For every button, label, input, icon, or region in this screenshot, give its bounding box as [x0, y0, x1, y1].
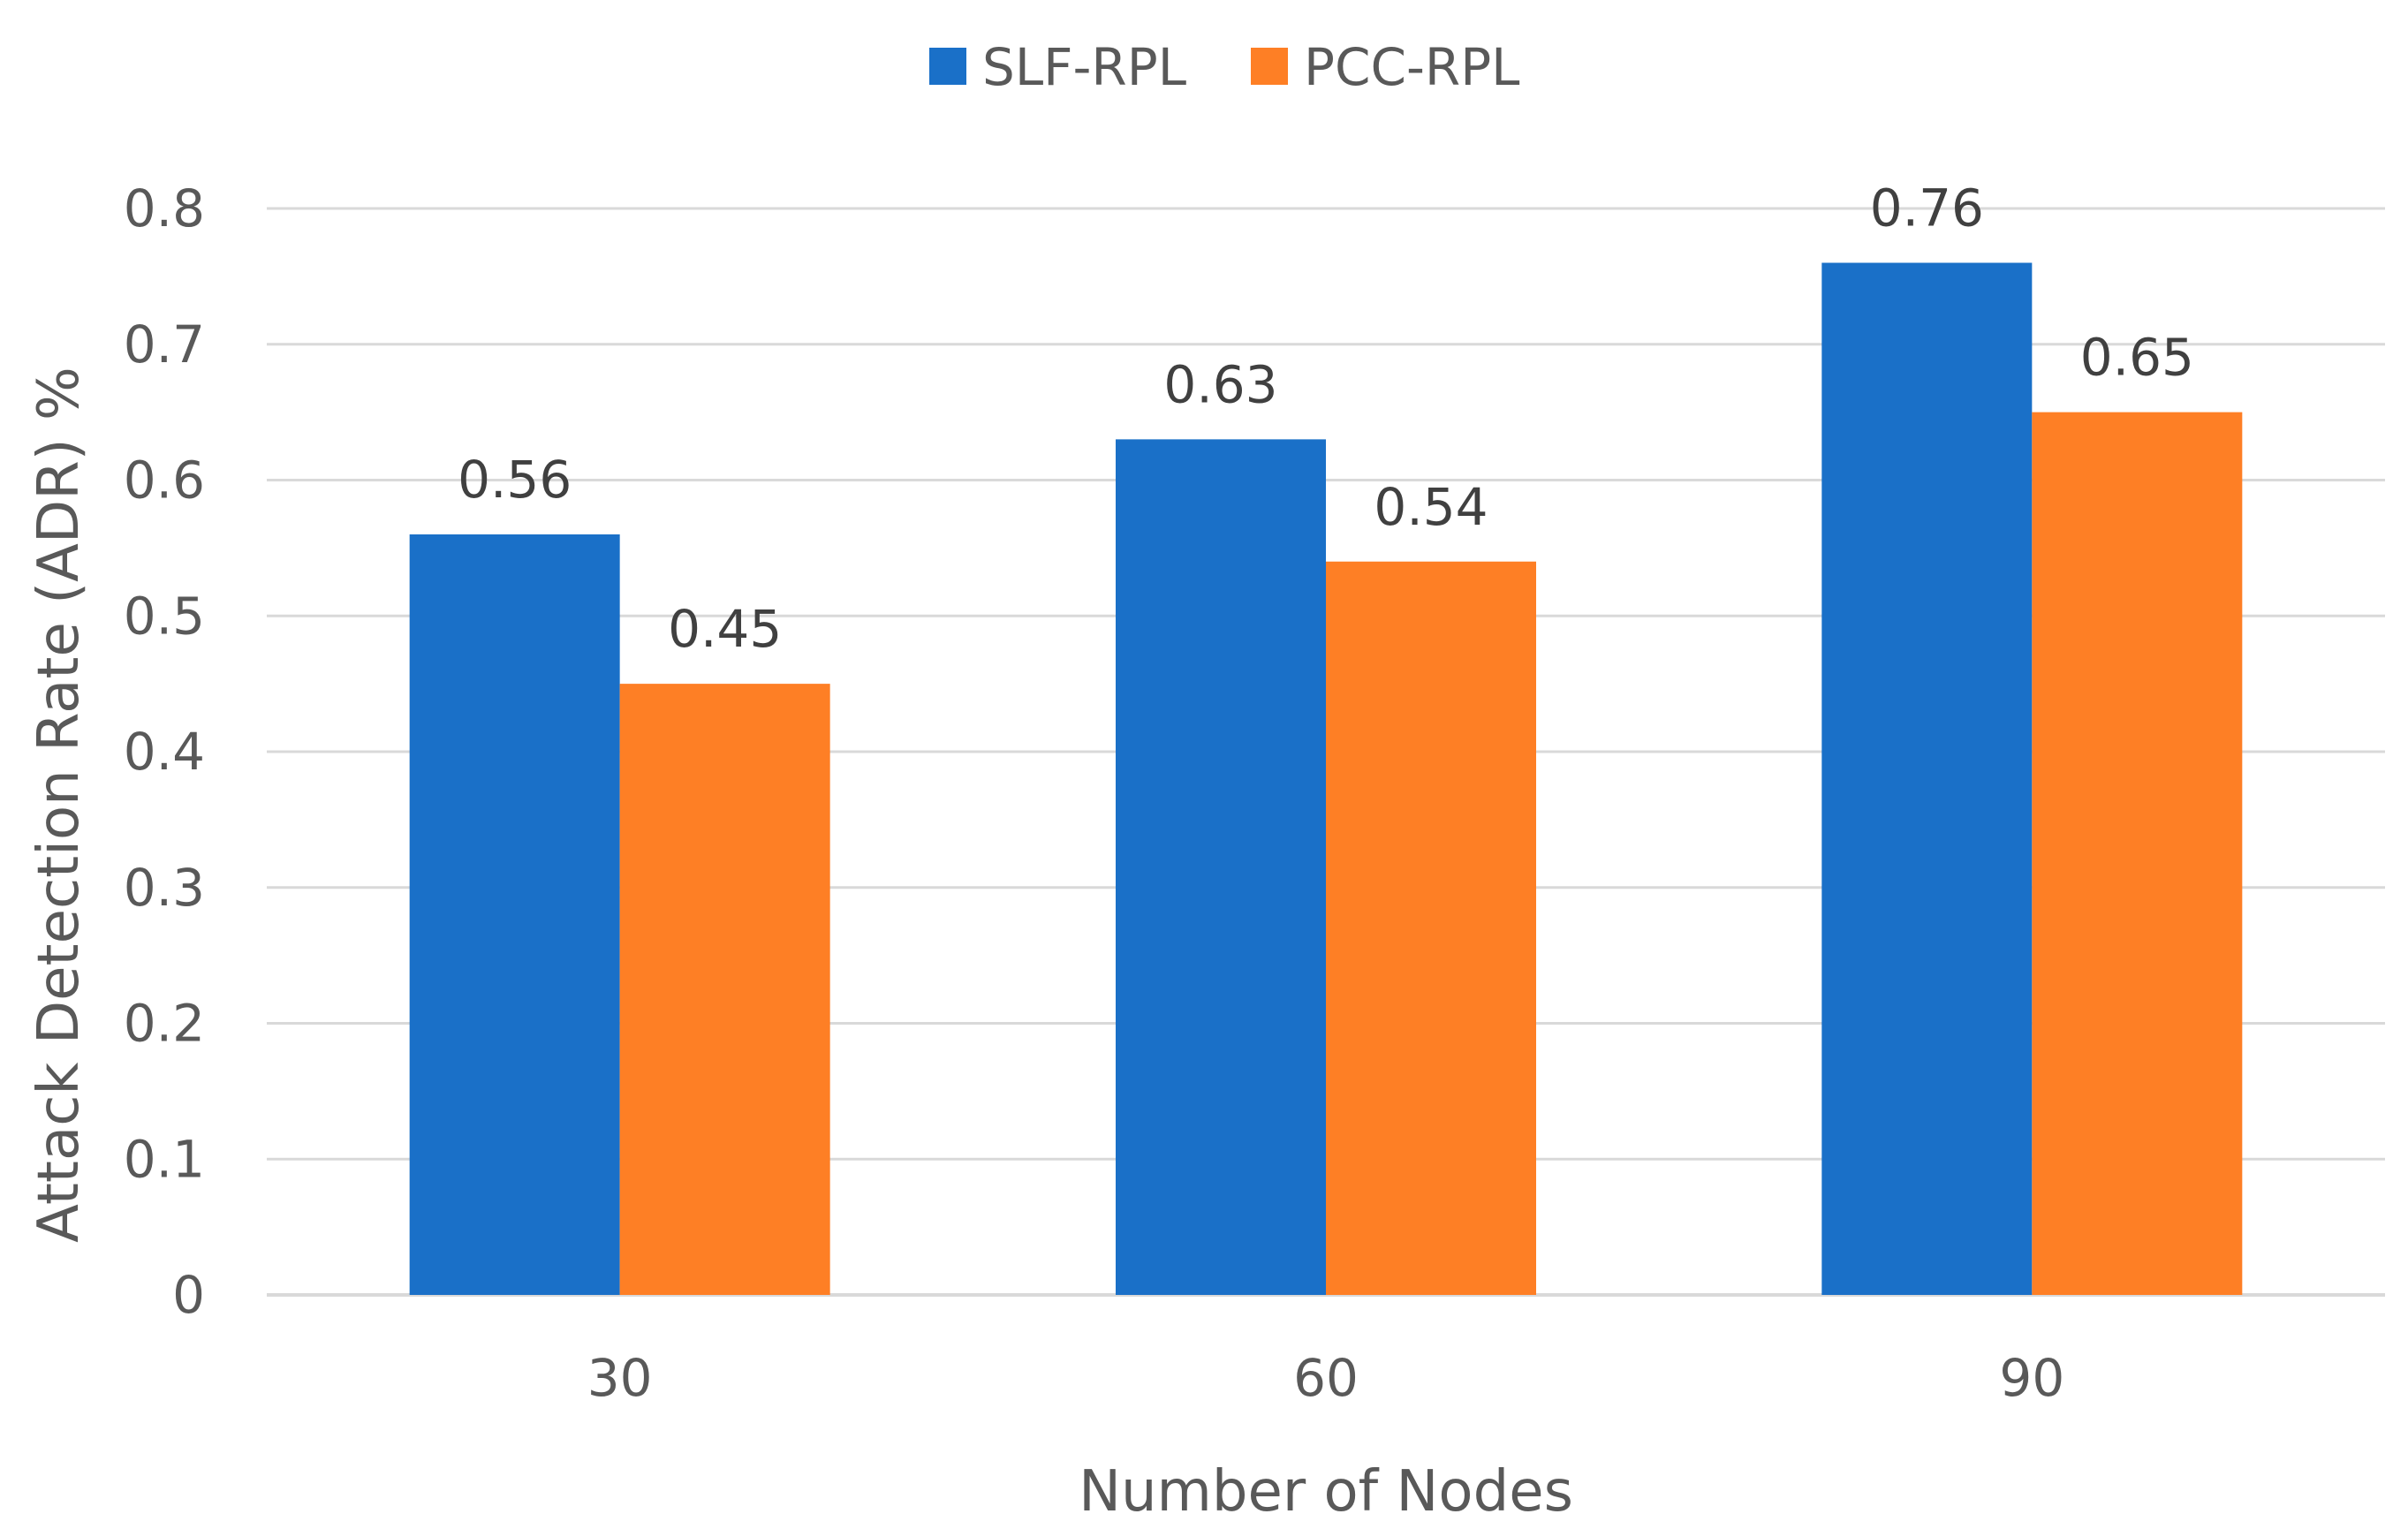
data-label-slf-rpl-90: 0.76	[1870, 178, 1984, 238]
legend-label-slf-rpl: SLF-RPL	[982, 37, 1186, 97]
y-axis-title: Attack Detection Rate (ADR) %	[27, 367, 92, 1243]
legend: SLF-RPL PCC-RPL	[929, 37, 1520, 97]
y-axis-ticks: 0 0.1 0.2 0.3 0.4 0.5 0.6 0.7 0.8	[124, 178, 205, 1325]
bar-pcc-rpl-60	[1326, 561, 1536, 1295]
y-tick-label: 0.2	[124, 994, 205, 1054]
data-labels: 0.56 0.45 0.63 0.54 0.76 0.65	[458, 178, 2194, 660]
legend-label-pcc-rpl: PCC-RPL	[1304, 37, 1520, 97]
y-tick-label: 0	[172, 1265, 205, 1325]
x-tick-label: 30	[587, 1348, 653, 1408]
y-tick-label: 0.1	[124, 1129, 205, 1189]
y-tick-label: 0.3	[124, 858, 205, 918]
y-tick-label: 0.5	[124, 586, 205, 646]
bars	[409, 262, 2243, 1295]
data-label-pcc-rpl-60: 0.54	[1374, 477, 1488, 537]
legend-swatch-slf-rpl	[929, 48, 966, 85]
data-label-pcc-rpl-90: 0.65	[2080, 328, 2194, 388]
y-tick-label: 0.8	[124, 178, 205, 238]
bar-slf-rpl-90	[1821, 262, 2033, 1295]
data-label-slf-rpl-60: 0.63	[1163, 354, 1277, 414]
bar-slf-rpl-30	[409, 534, 620, 1295]
bar-pcc-rpl-90	[2032, 412, 2243, 1295]
y-tick-label: 0.7	[124, 314, 205, 375]
x-axis-title: Number of Nodes	[1079, 1459, 1573, 1525]
bar-pcc-rpl-30	[619, 684, 830, 1295]
y-tick-label: 0.4	[124, 722, 205, 782]
x-tick-label: 60	[1293, 1348, 1359, 1408]
data-label-slf-rpl-30: 0.56	[458, 450, 572, 510]
x-axis-ticks: 30 60 90	[587, 1348, 2064, 1408]
data-label-pcc-rpl-30: 0.45	[668, 599, 782, 659]
legend-swatch-pcc-rpl	[1251, 48, 1288, 85]
y-tick-label: 0.6	[124, 450, 205, 511]
x-tick-label: 90	[1999, 1348, 2064, 1408]
bar-slf-rpl-60	[1116, 439, 1326, 1295]
